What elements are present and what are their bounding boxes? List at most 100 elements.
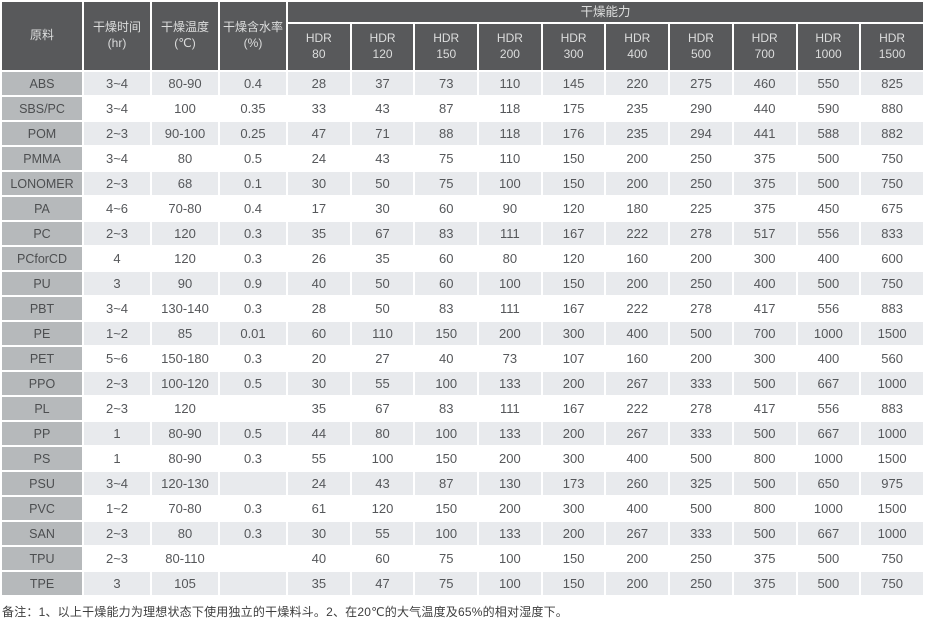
capacity-cell: 450 (795, 195, 862, 222)
capacity-cell: 500 (795, 170, 862, 197)
capacity-cell: 100 (477, 270, 543, 297)
capacity-cell: 55 (349, 370, 416, 397)
capacity-cell: 27 (349, 345, 416, 372)
capacity-cell: 400 (795, 245, 862, 272)
capacity-cell: 47 (349, 570, 416, 597)
col-header-hdr-1000: HDR 1000 (795, 22, 862, 72)
temp-cell: 105 (150, 570, 220, 597)
capacity-cell: 87 (413, 470, 480, 497)
capacity-cell: 110 (349, 320, 416, 347)
capacity-cell: 500 (731, 370, 798, 397)
capacity-cell: 120 (349, 495, 416, 522)
hdr-series-label: HDR (624, 31, 651, 46)
moisture-cell: 0.3 (218, 220, 288, 247)
capacity-cell: 290 (668, 95, 734, 122)
capacity-cell: 175 (540, 95, 607, 122)
capacity-cell: 167 (540, 295, 607, 322)
material-cell: PU (0, 270, 84, 297)
capacity-cell: 1000 (795, 445, 862, 472)
hdr-series-label: HDR (751, 31, 778, 46)
capacity-cell: 118 (477, 120, 543, 147)
table-row: PE 1~2 85 0.01 60 110 150 200 300 400 500 700 1000 15… (0, 320, 925, 347)
material-cell: PP (0, 420, 84, 447)
moisture-cell: 0.01 (218, 320, 288, 347)
time-cell: 2~3 (82, 520, 152, 547)
moisture-cell: 0.3 (218, 295, 288, 322)
capacity-cell: 30 (286, 370, 352, 397)
capacity-cell: 750 (859, 170, 925, 197)
time-cell: 2~3 (82, 170, 152, 197)
material-cell: PA (0, 195, 84, 222)
time-cell: 2~3 (82, 220, 152, 247)
capacity-cell: 278 (668, 220, 734, 247)
material-cell: PSU (0, 470, 84, 497)
capacity-cell: 100 (477, 545, 543, 572)
capacity-cell: 120 (540, 245, 607, 272)
capacity-cell: 500 (668, 445, 734, 472)
table-row: PS 1 80-90 0.3 55 100 150 200 300 400 500 800 1000 15… (0, 445, 925, 472)
capacity-cell: 883 (859, 295, 925, 322)
capacity-cell: 800 (731, 495, 798, 522)
capacity-cell: 17 (286, 195, 352, 222)
capacity-cell: 28 (286, 295, 352, 322)
capacity-cell: 75 (413, 570, 480, 597)
time-cell: 3~4 (82, 145, 152, 172)
capacity-cell: 460 (731, 70, 798, 97)
capacity-cell: 1500 (859, 445, 925, 472)
time-cell: 4~6 (82, 195, 152, 222)
capacity-cell: 222 (604, 395, 671, 422)
capacity-cell: 75 (413, 545, 480, 572)
capacity-cell: 333 (668, 420, 734, 447)
col-header-label: 干燥温度 (160, 20, 209, 35)
capacity-cell: 30 (286, 520, 352, 547)
col-header-label: 干燥含水率 (222, 20, 283, 35)
capacity-cell: 500 (795, 545, 862, 572)
table-row: SAN 2~3 80 0.3 30 55 100 133 200 267 333 500 667 1000 (0, 520, 925, 547)
moisture-cell: 0.1 (218, 170, 288, 197)
capacity-cell: 150 (413, 445, 480, 472)
capacity-cell: 33 (286, 95, 352, 122)
capacity-cell: 500 (795, 270, 862, 297)
capacity-cell: 333 (668, 520, 734, 547)
capacity-cell: 417 (731, 395, 798, 422)
capacity-cell: 20 (286, 345, 352, 372)
capacity-cell: 28 (286, 70, 352, 97)
capacity-cell: 75 (413, 170, 480, 197)
capacity-cell: 225 (668, 195, 734, 222)
capacity-cell: 43 (349, 470, 416, 497)
capacity-cell: 1000 (795, 495, 862, 522)
capacity-cell: 200 (540, 420, 607, 447)
capacity-cell: 118 (477, 95, 543, 122)
col-header-hdr-400: HDR 400 (604, 22, 671, 72)
capacity-cell: 1000 (795, 320, 862, 347)
temp-cell: 120 (150, 395, 220, 422)
material-cell: TPU (0, 545, 84, 572)
hdr-model-label: 150 (436, 47, 457, 61)
capacity-cell: 26 (286, 245, 352, 272)
capacity-cell: 500 (795, 570, 862, 597)
moisture-cell: 0.25 (218, 120, 288, 147)
capacity-cell: 35 (349, 245, 416, 272)
capacity-cell: 200 (668, 345, 734, 372)
capacity-cell: 375 (731, 145, 798, 172)
hdr-series-label: HDR (879, 31, 906, 46)
hdr-model-label: 700 (754, 47, 775, 61)
capacity-cell: 294 (668, 120, 734, 147)
capacity-cell: 375 (731, 545, 798, 572)
temp-cell: 100 (150, 95, 220, 122)
hdr-model-label: 500 (690, 47, 711, 61)
hdr-series-label: HDR (687, 31, 714, 46)
capacity-cell: 220 (604, 70, 671, 97)
capacity-cell: 667 (795, 520, 862, 547)
capacity-cell: 200 (604, 170, 671, 197)
time-cell: 2~3 (82, 370, 152, 397)
capacity-cell: 500 (731, 520, 798, 547)
table-row: SBS/PC 3~4 100 0.35 33 43 87 118 175 235 290 440 590… (0, 95, 925, 122)
capacity-cell: 200 (604, 145, 671, 172)
col-header-material: 原料 (0, 0, 84, 72)
material-cell: PL (0, 395, 84, 422)
capacity-cell: 1000 (859, 520, 925, 547)
capacity-cell: 235 (604, 95, 671, 122)
hdr-model-label: 1500 (878, 47, 906, 61)
